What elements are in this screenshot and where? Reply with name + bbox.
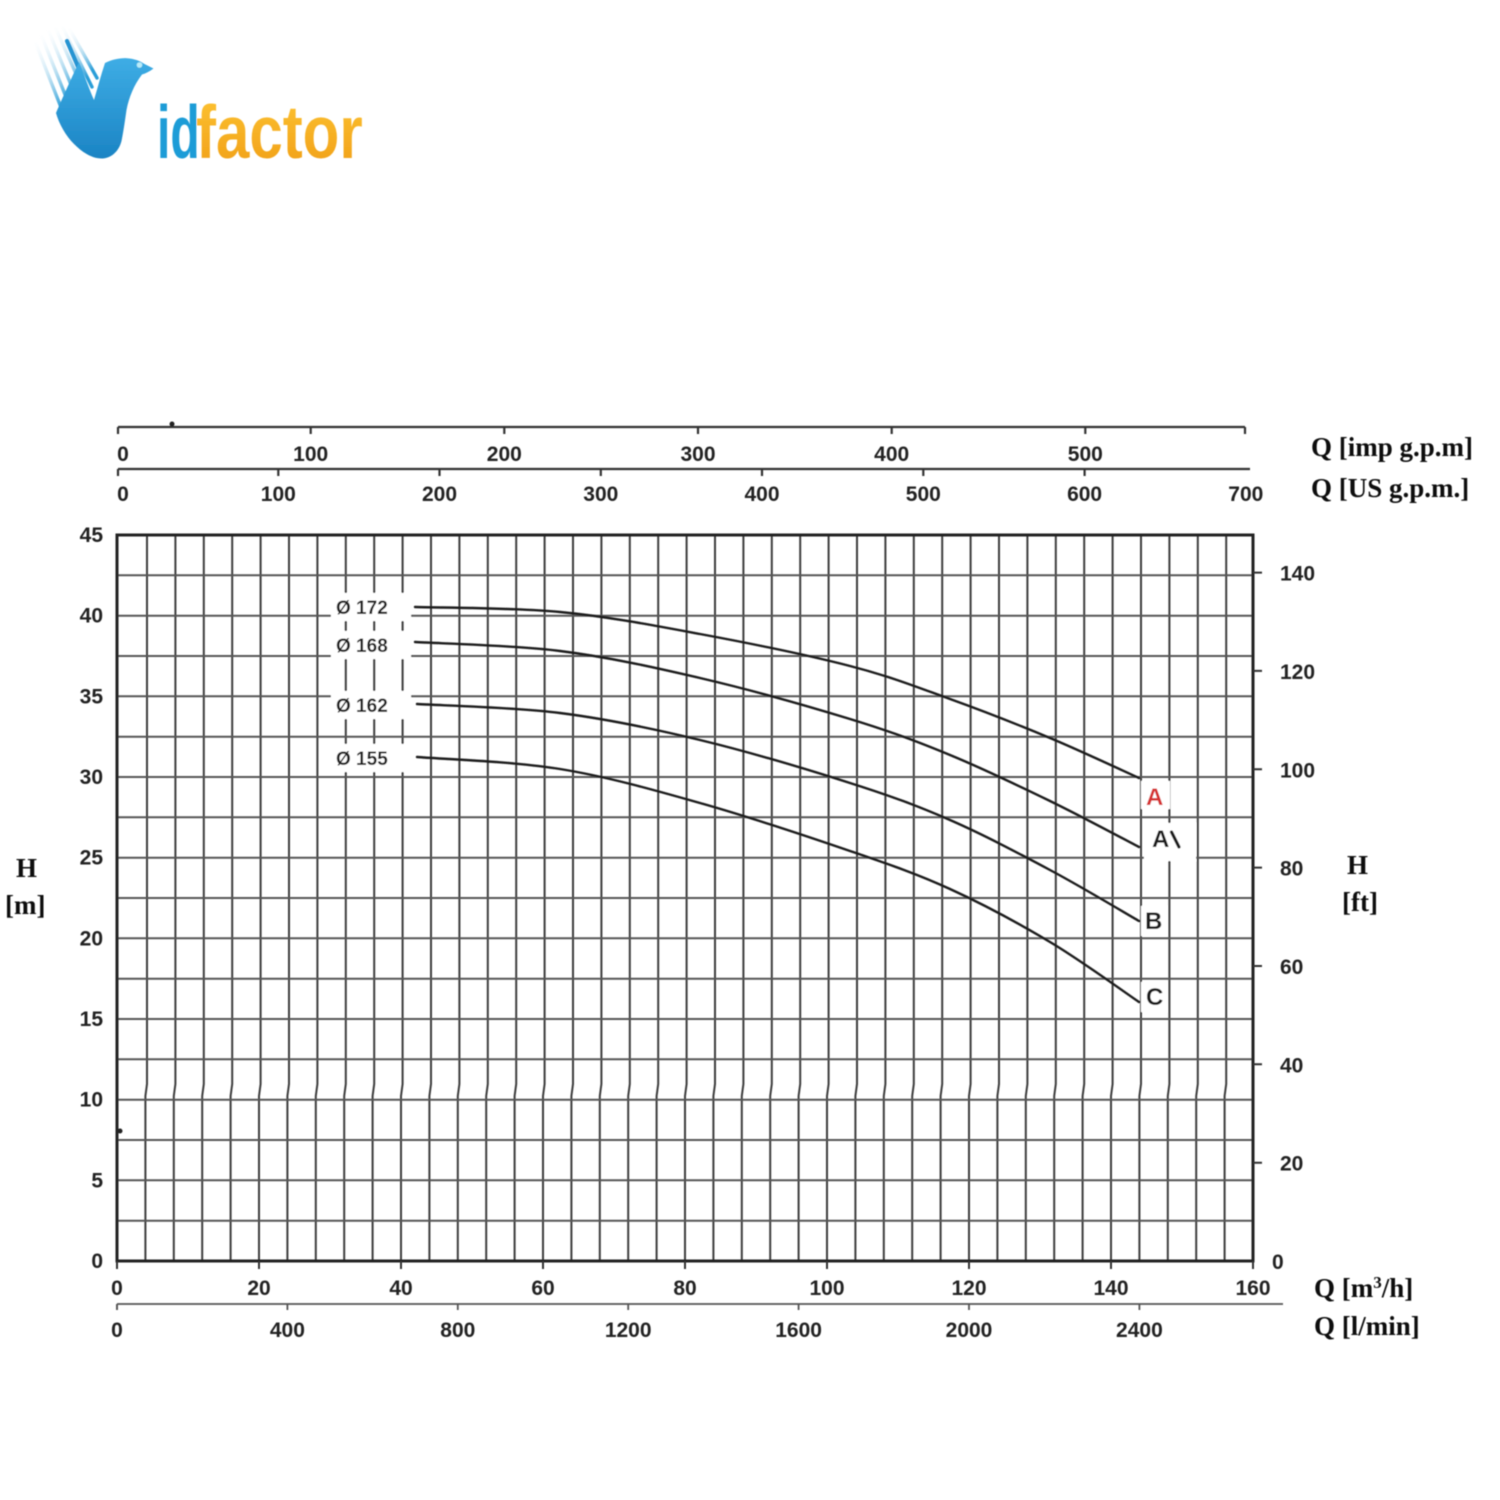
svg-text:B: B — [1145, 908, 1162, 935]
svg-text:200: 200 — [422, 483, 457, 506]
svg-text:[ft]: [ft] — [1342, 887, 1378, 917]
svg-text:2400: 2400 — [1116, 1319, 1163, 1342]
svg-text:1600: 1600 — [775, 1319, 822, 1342]
svg-text:45: 45 — [80, 524, 104, 547]
svg-text:20: 20 — [1280, 1153, 1303, 1176]
svg-text:30: 30 — [80, 766, 103, 789]
svg-text:A: A — [1152, 826, 1169, 853]
svg-text:60: 60 — [1280, 956, 1303, 979]
svg-text:40: 40 — [389, 1277, 412, 1300]
svg-text:1200: 1200 — [605, 1319, 652, 1342]
svg-text:500: 500 — [1068, 443, 1103, 466]
svg-text:25: 25 — [80, 847, 104, 870]
svg-text:160: 160 — [1235, 1277, 1270, 1300]
svg-text:500: 500 — [906, 483, 941, 506]
svg-text:Q [imp g.p.m]: Q [imp g.p.m] — [1311, 432, 1473, 462]
svg-text:120: 120 — [951, 1277, 986, 1300]
svg-text:[m]: [m] — [5, 890, 45, 920]
svg-text:700: 700 — [1228, 483, 1263, 506]
svg-text:0: 0 — [91, 1250, 103, 1273]
svg-text:400: 400 — [270, 1319, 305, 1342]
svg-text:0: 0 — [1272, 1251, 1284, 1274]
svg-text:400: 400 — [874, 443, 909, 466]
svg-text:C: C — [1146, 984, 1163, 1011]
svg-text:200: 200 — [487, 443, 522, 466]
svg-text:10: 10 — [80, 1089, 103, 1112]
svg-text:20: 20 — [247, 1277, 270, 1300]
svg-text:300: 300 — [680, 443, 715, 466]
svg-text:800: 800 — [440, 1319, 475, 1342]
svg-text:0: 0 — [111, 1277, 123, 1300]
svg-text:140: 140 — [1093, 1277, 1128, 1300]
svg-text:80: 80 — [1280, 858, 1303, 881]
svg-text:0: 0 — [111, 1319, 123, 1342]
svg-text:2000: 2000 — [946, 1319, 993, 1342]
svg-text:Ø 172: Ø 172 — [336, 598, 388, 619]
svg-text:factor: factor — [196, 92, 363, 175]
svg-text:60: 60 — [531, 1277, 554, 1300]
svg-text:Ø 162: Ø 162 — [336, 696, 388, 717]
svg-text:300: 300 — [583, 483, 618, 506]
svg-text:id: id — [157, 91, 200, 174]
svg-text:120: 120 — [1280, 661, 1315, 684]
svg-text:20: 20 — [80, 927, 103, 950]
svg-text:140: 140 — [1280, 563, 1315, 586]
svg-text:15: 15 — [80, 1008, 104, 1031]
svg-text:80: 80 — [673, 1277, 696, 1300]
svg-text:A: A — [1146, 784, 1163, 811]
svg-text:100: 100 — [1280, 759, 1315, 782]
svg-text:Q [l/min]: Q [l/min] — [1314, 1311, 1420, 1341]
svg-text:400: 400 — [744, 483, 779, 506]
svg-text:Ø 155: Ø 155 — [336, 749, 388, 770]
svg-text:600: 600 — [1067, 483, 1102, 506]
svg-text:5: 5 — [91, 1169, 103, 1192]
svg-text:Ø 168: Ø 168 — [336, 636, 388, 657]
svg-text:100: 100 — [809, 1277, 844, 1300]
svg-text:H: H — [1347, 850, 1368, 880]
svg-text:35: 35 — [80, 685, 104, 708]
svg-text:100: 100 — [261, 483, 296, 506]
svg-text:H: H — [16, 853, 37, 883]
svg-text:Q [m3/h]: Q [m3/h] — [1314, 1273, 1413, 1304]
svg-text:Q [US g.p.m.]: Q [US g.p.m.] — [1311, 473, 1469, 503]
svg-text:40: 40 — [1280, 1054, 1303, 1077]
svg-text:40: 40 — [80, 605, 103, 628]
svg-text:0: 0 — [117, 443, 129, 466]
svg-text:0: 0 — [117, 483, 129, 506]
svg-text:100: 100 — [293, 443, 328, 466]
